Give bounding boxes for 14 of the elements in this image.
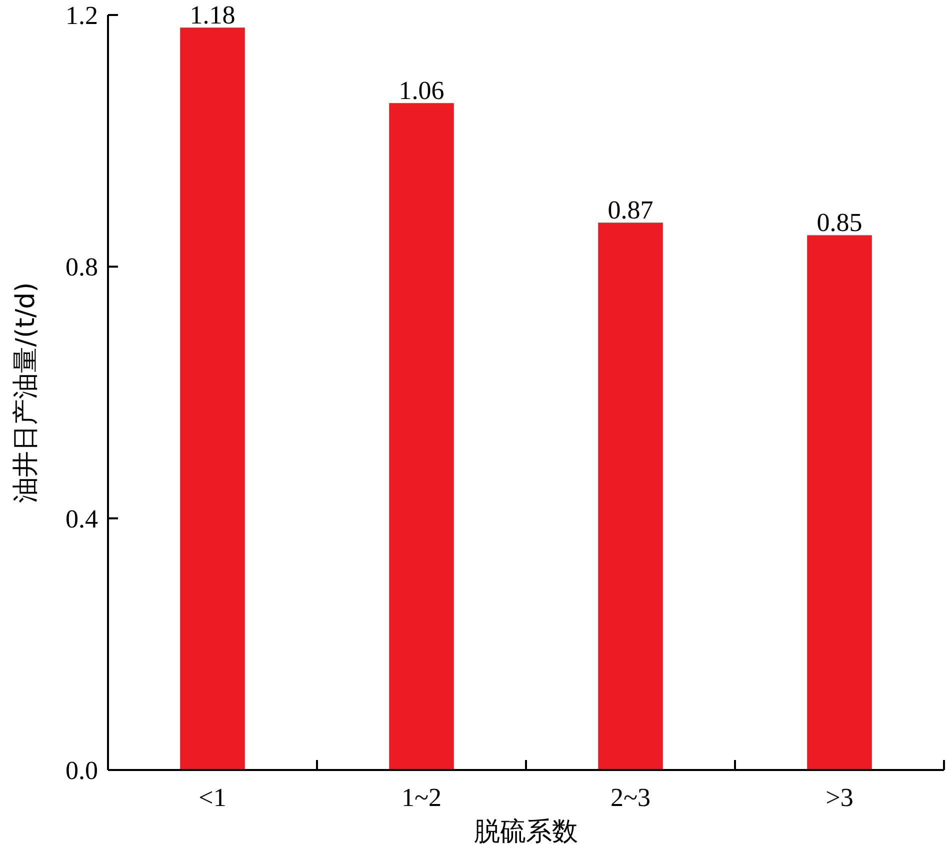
x-tick-label: >3 — [826, 783, 854, 812]
data-label: 1.18 — [190, 0, 236, 30]
x-axis-title: 脱硫系数 — [474, 817, 578, 846]
data-label: 0.85 — [816, 208, 862, 238]
data-label: 1.06 — [398, 76, 444, 106]
y-tick-label: 1.2 — [66, 1, 98, 30]
y-tick-label: 0.8 — [66, 252, 98, 282]
y-axis-title: 油井日产油量/(t/d) — [11, 282, 41, 503]
x-tick-label: 2~3 — [610, 783, 651, 812]
x-tick-label: 1~2 — [401, 783, 442, 812]
y-tick-label: 0.0 — [66, 756, 98, 785]
data-label: 0.87 — [608, 196, 654, 225]
y-tick-label: 0.4 — [66, 504, 98, 534]
x-tick-label: <1 — [198, 783, 226, 812]
